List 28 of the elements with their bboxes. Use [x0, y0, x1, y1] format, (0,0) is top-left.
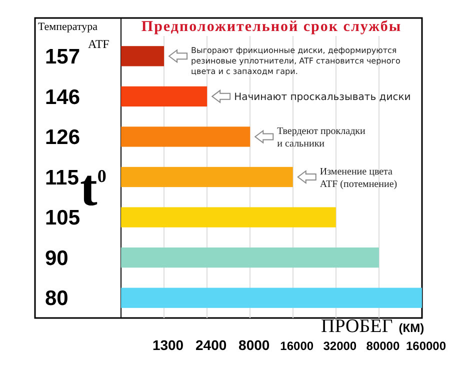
- bar: [121, 288, 422, 308]
- y-tick-label: 126: [45, 126, 80, 150]
- text: 1300: [152, 337, 184, 353]
- x-axis-title: ПРОБЕГ (КМ): [321, 316, 424, 337]
- y-tick-label: 105: [45, 206, 80, 230]
- chart-title: Предположительной срок службы: [141, 19, 402, 35]
- bar: [121, 207, 336, 228]
- text: 32000: [323, 339, 357, 353]
- annotation: Твердеют прокладки и сальники: [277, 126, 366, 150]
- text: 2400: [196, 337, 227, 353]
- bar: [121, 126, 250, 147]
- y-tick-label: 146: [45, 86, 80, 109]
- y-tick-label: 90: [45, 246, 68, 270]
- annotation: Выгорают фрикционные диски, деформируются резиновые уплотнители, ATF становится черного цвета и с запаходм гари.: [191, 46, 401, 76]
- bar: [121, 166, 293, 188]
- y-tick-label: 157: [45, 45, 80, 68]
- text: 8000: [238, 337, 270, 353]
- text: 80000: [366, 339, 400, 353]
- bar: [121, 86, 208, 106]
- bar: [121, 46, 164, 66]
- annotation: Изменение цвета ATF (потемнение): [320, 166, 398, 190]
- y-tick-label: 80: [45, 287, 68, 310]
- text: 16000: [280, 339, 314, 353]
- y-tick-label: 115: [45, 166, 80, 190]
- bar: [121, 248, 379, 268]
- text: 160000: [406, 339, 446, 353]
- annotation: Начинают проскальзывать диски: [234, 92, 411, 103]
- text: t$^{0}$: [80, 160, 106, 217]
